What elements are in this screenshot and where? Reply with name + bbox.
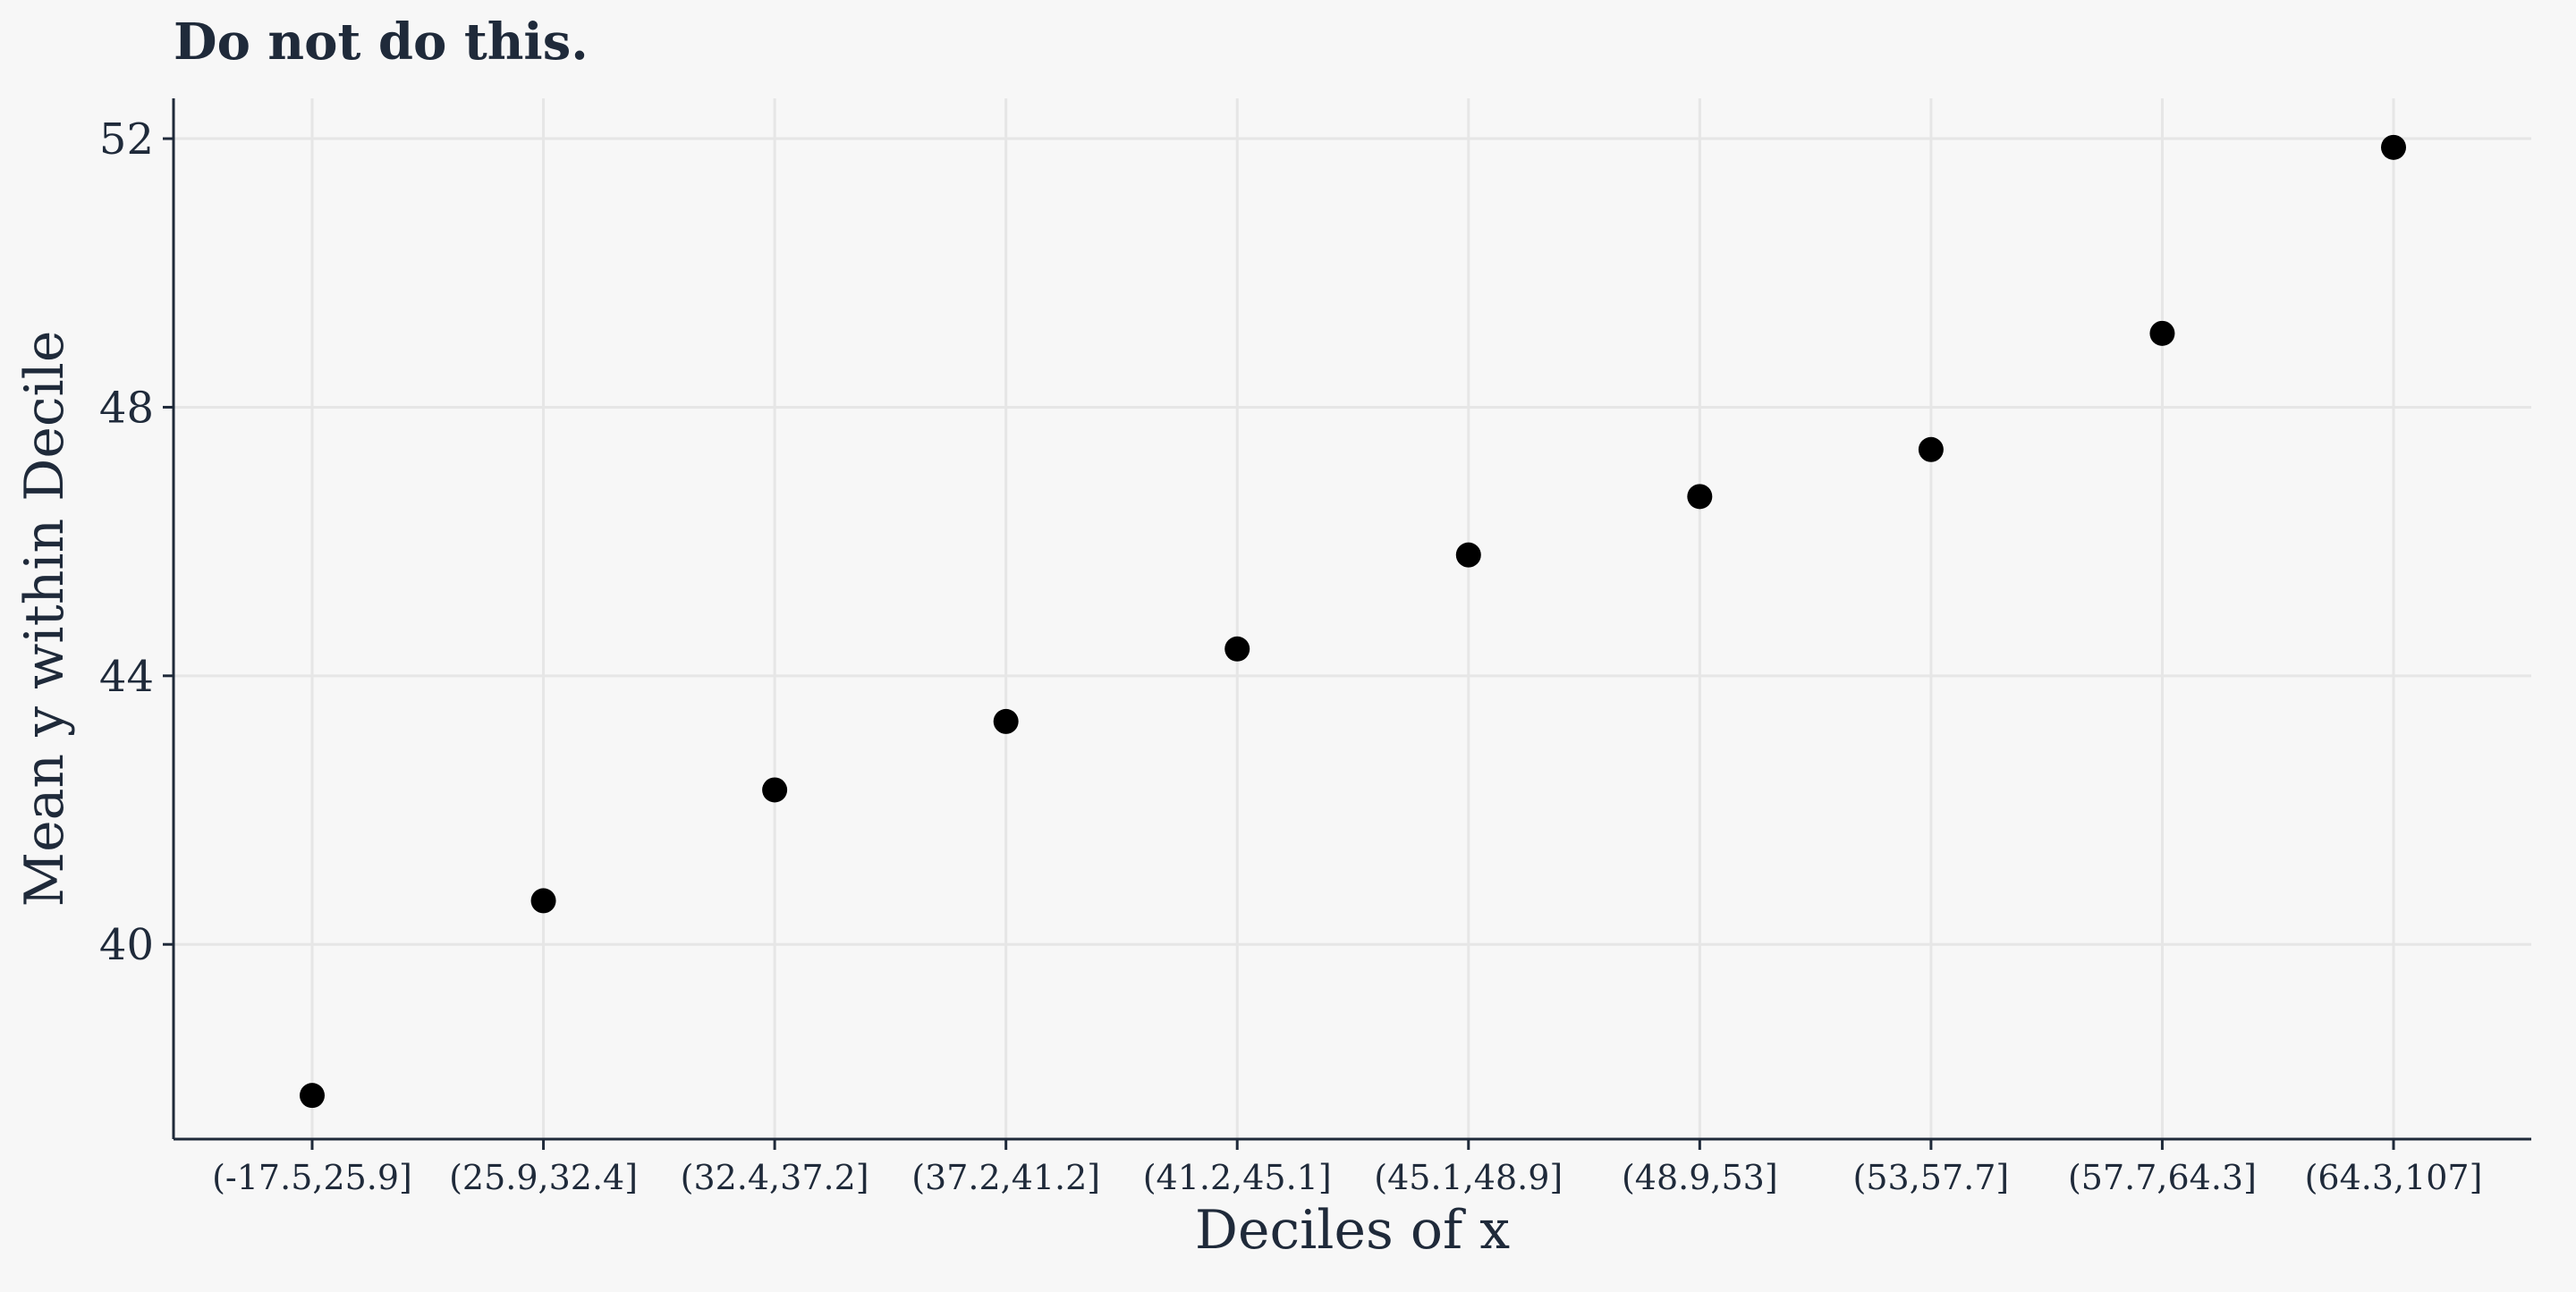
y-tick-label: 52 — [99, 114, 154, 165]
x-tick-label: (37.2,41.2] — [911, 1158, 1100, 1197]
y-axis-title: Mean y within Decile — [13, 331, 76, 908]
data-point — [762, 777, 788, 803]
chart-title: Do not do this. — [174, 13, 589, 72]
data-point — [993, 708, 1019, 734]
y-tick-label: 44 — [99, 652, 154, 702]
data-point — [1687, 484, 1713, 510]
data-point — [300, 1083, 325, 1109]
data-point — [530, 888, 556, 914]
data-point — [1455, 542, 1481, 568]
grid — [174, 98, 2531, 1139]
x-tick-label: (-17.5,25.9] — [212, 1158, 412, 1197]
x-tick-label: (32.4,37.2] — [681, 1158, 869, 1197]
x-tick-label: (53,57.7] — [1853, 1158, 2010, 1197]
x-tick-label: (57.7,64.3] — [2068, 1158, 2257, 1197]
x-tick-label: (25.9,32.4] — [449, 1158, 638, 1197]
data-points — [300, 134, 2406, 1109]
x-tick-label: (64.3,107] — [2305, 1158, 2483, 1197]
x-tick-label: (48.9,53] — [1622, 1158, 1778, 1197]
data-point — [2149, 320, 2175, 346]
data-point — [1224, 636, 1250, 662]
axes — [172, 98, 2531, 1141]
x-tick-label: (45.1,48.9] — [1374, 1158, 1563, 1197]
x-tick-label: (41.2,45.1] — [1143, 1158, 1332, 1197]
data-point — [2381, 134, 2406, 160]
y-tick-label: 48 — [99, 383, 154, 433]
ticks: 40 44 48 52 (-17.5,25.9] (25.9,32.4] (32.4,37.… — [99, 114, 2483, 1197]
x-axis-title: Deciles of x — [1195, 1199, 1510, 1262]
y-tick-label: 40 — [99, 920, 154, 970]
data-point — [1918, 436, 1944, 462]
